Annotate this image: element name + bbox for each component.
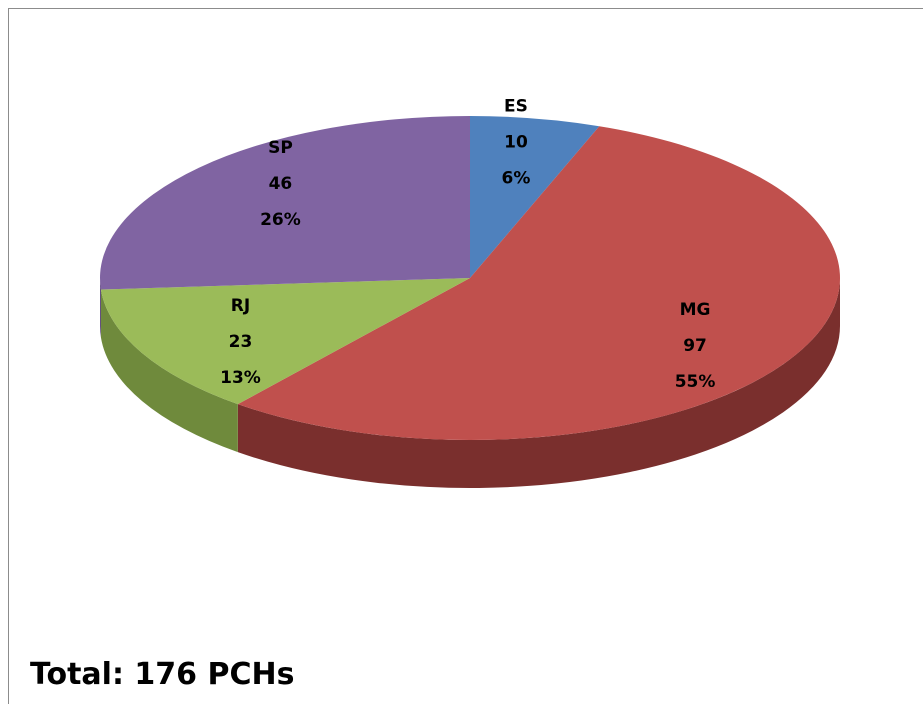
slice [100,278,470,405]
percent-label: 13% [220,368,261,388]
category-label: RJ [231,296,250,316]
percent-label: 26% [260,210,301,230]
total-note: Total: 176 PCHs [30,657,294,692]
value-label: 97 [683,336,707,356]
percent-label: 55% [675,372,716,392]
slice [237,126,841,440]
value-label: 46 [269,174,293,194]
percent-label: 6% [502,168,531,188]
slice-side [100,289,238,453]
category-label: MG [680,300,711,320]
slice-side [237,278,840,489]
value-label: 23 [229,332,253,352]
slice [470,116,600,278]
category-label: ES [504,96,528,116]
slice [100,116,470,290]
value-label: 10 [504,132,528,152]
slice-side [100,278,101,338]
category-label: SP [268,138,293,158]
